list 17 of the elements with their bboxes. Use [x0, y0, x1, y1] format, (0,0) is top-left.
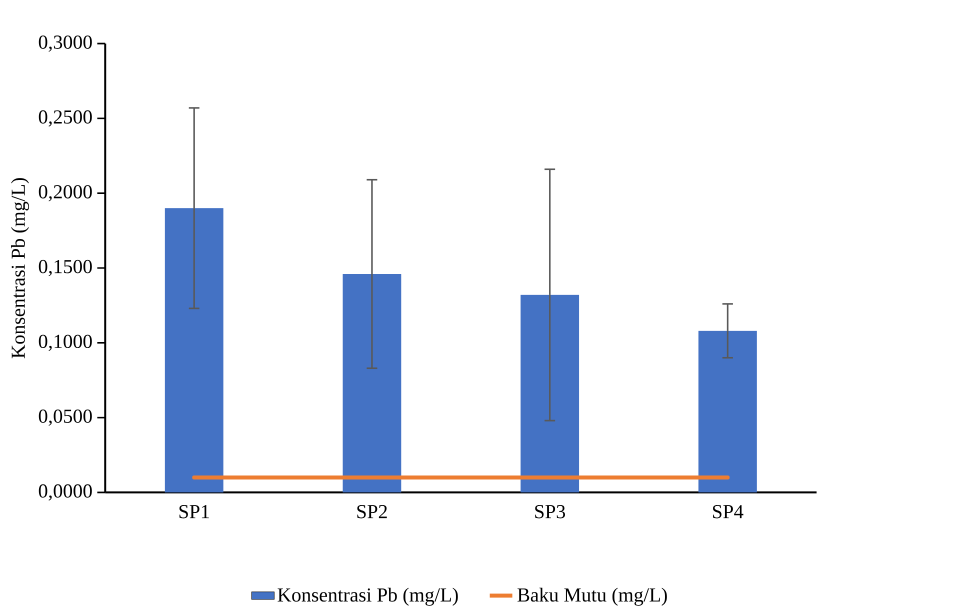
y-tick-label: 0,0500 [38, 409, 92, 426]
y-tick-label: 0,3000 [38, 35, 92, 52]
y-tick-label: 0,2000 [38, 184, 92, 202]
x-tick-label: SP2 [357, 504, 387, 518]
x-tick-label: SP1 [179, 504, 209, 518]
y-tick-label: 0,1500 [38, 260, 92, 276]
legend-label: Baku Mutu (mg/L) [518, 588, 667, 606]
x-tick-label: SP4 [713, 504, 744, 518]
y-tick-label: 0,0000 [38, 484, 92, 500]
bar [164, 208, 224, 492]
legend-label: Konsentrasi Pb (mg/L) [278, 588, 458, 606]
y-axis-title: Konsentrasi Pb (mg/L) [11, 178, 30, 358]
x-tick-label: SP3 [535, 504, 566, 518]
bar [342, 274, 402, 492]
y-tick-label: 0,1000 [38, 334, 92, 351]
bar [698, 330, 757, 492]
y-tick-label: 0,2500 [38, 110, 92, 126]
